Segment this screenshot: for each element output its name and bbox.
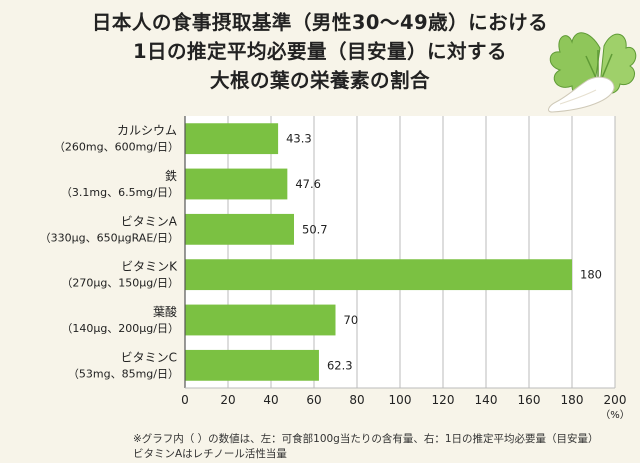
category-sublabel: （3.1mg、6.5mg/日） bbox=[61, 186, 179, 199]
category-label: ビタミンK bbox=[121, 260, 178, 274]
footnote-1: ※グラフ内（ ）の数値は、左：可食部100g当たりの含有量、右：1日の推定平均必… bbox=[133, 433, 599, 445]
chart-title: 日本人の食事摂取基準（男性30～49歳）における 1日の推定平均必要量（目安量）… bbox=[0, 8, 640, 95]
bar bbox=[185, 349, 319, 381]
category-label: ビタミンA bbox=[121, 214, 178, 228]
bar bbox=[185, 123, 279, 155]
category-label: ビタミンC bbox=[121, 350, 177, 364]
x-tick-label: 180 bbox=[561, 393, 584, 407]
title-line-2: 1日の推定平均必要量（目安量）に対する bbox=[132, 40, 508, 63]
data-label: 47.6 bbox=[295, 177, 321, 191]
x-tick-label: 100 bbox=[389, 393, 412, 407]
category-sublabel: （140μg、200μg/日） bbox=[61, 322, 179, 335]
bar bbox=[185, 304, 336, 336]
x-tick-label: 80 bbox=[349, 393, 364, 407]
title-line-1: 日本人の食事摂取基準（男性30～49歳）における bbox=[91, 11, 549, 34]
data-label: 50.7 bbox=[302, 222, 328, 236]
x-tick-label: 140 bbox=[475, 393, 498, 407]
x-tick-label: 160 bbox=[518, 393, 541, 407]
footnote-2: ビタミンAはレチノール活性当量 bbox=[133, 448, 287, 460]
x-tick-label: 60 bbox=[306, 393, 321, 407]
x-tick-label: 0 bbox=[181, 393, 189, 407]
x-tick-label: 200 bbox=[604, 393, 627, 407]
data-label: 70 bbox=[344, 313, 359, 327]
category-label: 鉄 bbox=[165, 168, 177, 183]
data-label: 43.3 bbox=[286, 132, 312, 146]
bar bbox=[185, 259, 572, 291]
x-tick-label: 20 bbox=[220, 393, 235, 407]
category-sublabel: （53mg、85mg/日） bbox=[68, 367, 179, 380]
category-sublabel: （330μg、650μgRAE/日） bbox=[40, 231, 179, 244]
bar bbox=[185, 168, 288, 200]
category-label: カルシウム bbox=[117, 124, 177, 138]
data-label: 62.3 bbox=[327, 358, 353, 372]
title-line-3: 大根の葉の栄養素の割合 bbox=[209, 69, 430, 92]
category-label: 葉酸 bbox=[153, 304, 177, 319]
category-sublabel: （260mg、600mg/日） bbox=[54, 141, 179, 154]
x-axis-unit: （%） bbox=[600, 409, 630, 421]
data-label: 180 bbox=[580, 268, 602, 282]
category-sublabel: （270μg、150μg/日） bbox=[61, 277, 179, 290]
bar bbox=[185, 213, 295, 245]
x-tick-label: 40 bbox=[263, 393, 278, 407]
x-tick-label: 120 bbox=[432, 393, 455, 407]
